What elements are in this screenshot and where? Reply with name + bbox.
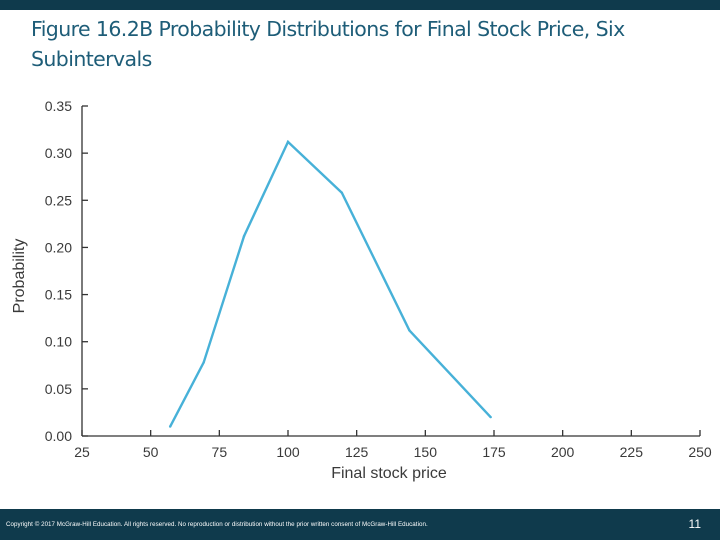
x-axis-ticks: 25 50 75 100 125 150 175 200 225 250 [74,430,712,460]
x-tick-label: 175 [482,444,506,460]
data-point [286,140,290,144]
y-tick-label: 0.10 [45,334,72,350]
copyright-notice: Copyright © 2017 McGraw-Hill Education. … [6,521,428,528]
x-tick-label: 125 [345,444,369,460]
x-tick-label: 250 [688,444,712,460]
series-line [169,139,492,428]
y-tick-label: 0.20 [45,239,72,255]
x-tick-label: 150 [414,444,438,460]
y-tick-label: 0.05 [45,381,72,397]
x-tick-label: 100 [276,444,300,460]
y-tick-label: 0.35 [45,98,72,114]
y-tick-label: 0.15 [45,287,72,303]
data-point [202,361,205,364]
y-tick-label: 0.25 [45,192,72,208]
slide-title: Figure 16.2B Probability Distributions f… [31,17,625,71]
data-point [168,425,172,428]
data-point [242,234,246,238]
y-tick-label: 0.00 [45,428,72,444]
x-axis-label: Final stock price [331,465,447,482]
data-point [408,329,411,332]
footer-bar: Copyright © 2017 McGraw-Hill Education. … [0,509,720,540]
page-number: 11 [688,517,701,531]
x-tick-label: 50 [143,444,159,460]
data-point [340,191,344,194]
x-tick-label: 225 [620,444,644,460]
x-tick-label: 25 [74,444,90,460]
x-tick-label: 75 [212,444,228,460]
y-axis-label: Probability [11,239,28,314]
x-tick-label: 200 [551,444,575,460]
y-axis-ticks: 0.00 0.05 0.10 0.15 0.20 0.25 0.30 0.35 [45,98,88,444]
data-point [489,415,492,419]
header-bar [0,0,720,10]
y-tick-label: 0.30 [45,145,72,161]
series-points [168,140,492,428]
